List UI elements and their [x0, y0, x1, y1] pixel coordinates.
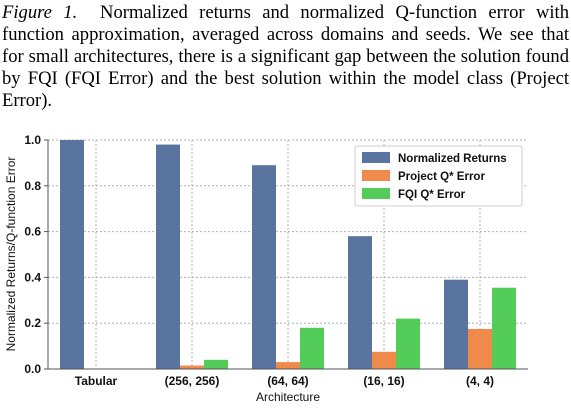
bar-project-q-error-2 [276, 362, 300, 369]
legend-label: Normalized Returns [398, 153, 507, 165]
bar-project-q-error-4 [468, 328, 492, 369]
y-tick-label: 0.8 [24, 179, 41, 193]
bars [60, 140, 516, 369]
bar-fqi-q-error-1 [204, 359, 228, 369]
bar-project-q-error-1 [180, 365, 204, 369]
y-tick-label: 0.2 [24, 316, 41, 330]
legend-swatch [362, 152, 390, 163]
bar-fqi-q-error-4 [492, 287, 516, 369]
legend-label: Project Q* Error [398, 171, 485, 183]
bar-normalized-returns-1 [156, 144, 180, 369]
x-tick-label: (256, 256) [165, 374, 220, 388]
legend-swatch [362, 188, 390, 199]
x-tick-label: (64, 64) [267, 374, 308, 388]
bar-normalized-returns-3 [348, 236, 372, 369]
bar-project-q-error-3 [372, 351, 396, 369]
bar-normalized-returns-0 [60, 140, 84, 369]
y-tick-label: 1.0 [24, 133, 41, 147]
figure-caption: Figure 1. Normalized returns and normali… [2, 2, 569, 112]
bar-normalized-returns-4 [444, 279, 468, 369]
caption-label: Figure 1. [2, 2, 78, 23]
x-tick-label: (16, 16) [363, 374, 404, 388]
bar-fqi-q-error-3 [396, 318, 420, 369]
legend-swatch [362, 170, 390, 181]
x-tick-label: Tabular [75, 374, 118, 388]
y-axis-title: Normalized Returns/Q-function Error [4, 157, 18, 352]
x-axis-title: Architecture [256, 390, 320, 404]
legend-box [354, 145, 523, 207]
legend-label: FQI Q* Error [398, 189, 466, 201]
y-tick-label: 0.4 [24, 270, 41, 284]
bar-fqi-q-error-2 [300, 327, 324, 369]
y-ticks: 0.0 0.2 0.4 0.6 0.8 1.0 [24, 133, 48, 376]
legend: Normalized Returns Project Q* Error FQI Q*… [354, 145, 523, 207]
y-tick-label: 0.0 [24, 362, 41, 376]
x-ticks: Tabular (256, 256) (64, 64) (16, 16) (4, 4) [75, 374, 494, 388]
caption-text: Normalized returns and normalized Q-func… [2, 2, 569, 111]
x-tick-label: (4, 4) [466, 374, 494, 388]
y-tick-label: 0.6 [24, 225, 41, 239]
bar-normalized-returns-2 [252, 165, 276, 369]
